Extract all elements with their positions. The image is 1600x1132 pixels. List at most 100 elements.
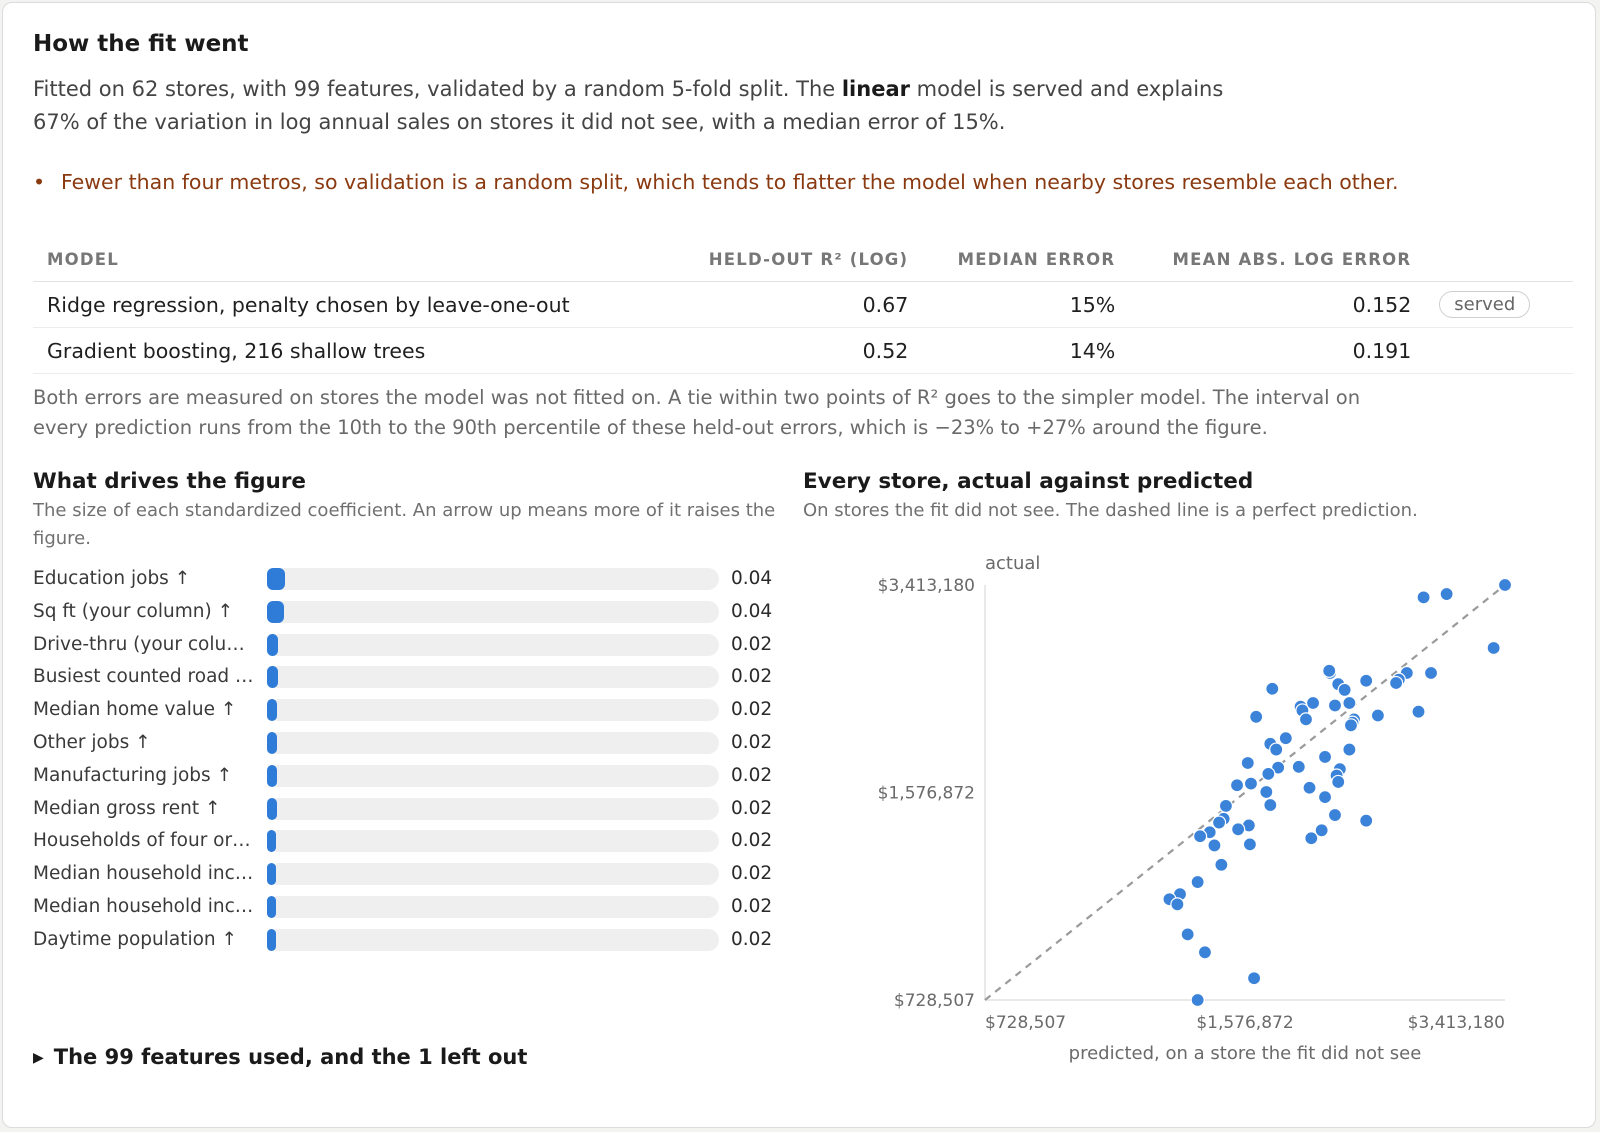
- summary-text-start: Fitted on 62 stores, with 99 features, v…: [33, 77, 842, 101]
- scatter-point: [1411, 704, 1426, 719]
- scatter-point: [1302, 780, 1317, 795]
- table-header-row: MODEL HELD-OUT R² (LOG) MEDIAN ERROR MEA…: [33, 237, 1573, 282]
- fit-report-content: How the fit went Fitted on 62 stores, wi…: [33, 27, 1573, 1064]
- scatter-point: [1291, 759, 1306, 774]
- coefficient-value: 0.02: [731, 895, 773, 917]
- scatter-point: [1259, 784, 1274, 800]
- coefficient-bar-fill: [267, 633, 278, 656]
- coefficient-row: Median household inc… 0.02: [33, 860, 778, 893]
- x-tick-label: $1,576,872: [1196, 1013, 1293, 1033]
- scatter-point: [1359, 813, 1374, 828]
- coefficient-bar-fill: [267, 699, 277, 722]
- coefficient-bar-fill: [267, 764, 277, 787]
- coefficient-value: 0.02: [731, 666, 773, 688]
- scatter-point: [1170, 897, 1185, 912]
- coefficient-bar-fill: [267, 666, 278, 689]
- coefficient-label: Households of four or …: [33, 830, 255, 852]
- coefficient-row: Households of four or … 0.02: [33, 827, 778, 860]
- warning-list: Fewer than four metros, so validation is…: [33, 167, 1573, 197]
- coefficient-bar-track: [267, 830, 719, 853]
- y-axis-label: actual: [985, 553, 1040, 574]
- scatter-point: [1249, 709, 1264, 724]
- coefficient-bar-track: [267, 797, 719, 820]
- scatter-point: [1304, 831, 1319, 846]
- coefficient-label: Median home value ↑: [33, 699, 237, 721]
- drivers-title: What drives the figure: [33, 469, 307, 494]
- coefficient-value: 0.02: [731, 928, 773, 950]
- scatter-point: [1192, 829, 1208, 844]
- features-details-toggle[interactable]: ▶ The 99 features used, and the 1 left ou…: [33, 1045, 527, 1069]
- coefficient-bar-track: [267, 764, 719, 787]
- x-axis-label: predicted, on a store the fit did not se…: [1069, 1043, 1422, 1064]
- coefficient-bar-track: [267, 633, 719, 656]
- coefficient-label: Median household inc…: [33, 863, 254, 885]
- x-tick-label: $3,413,180: [1408, 1013, 1505, 1033]
- scatter-point: [1423, 665, 1439, 681]
- scatter-point: [1246, 971, 1262, 986]
- coefficient-row: Education jobs ↑ 0.04: [33, 565, 778, 598]
- coefficient-value: 0.02: [731, 731, 773, 753]
- scatter-point: [1214, 857, 1229, 872]
- coefficient-list: Education jobs ↑ 0.04 Sq ft (your column) …: [33, 565, 778, 959]
- scatter-point: [1229, 778, 1245, 793]
- scatter-point: [1322, 663, 1337, 678]
- model-badge-cell: served: [1425, 281, 1573, 328]
- column-header-median-error: MEDIAN ERROR: [922, 237, 1130, 282]
- coefficient-label: Education jobs ↑: [33, 568, 191, 589]
- scatter-point: [1327, 807, 1343, 823]
- scatter-point: [1263, 797, 1278, 813]
- model-name: Ridge regression, penalty chosen by leav…: [33, 281, 657, 328]
- scatter-point: [1180, 927, 1195, 942]
- coefficient-bar-track: [267, 666, 719, 689]
- features-details-label: The 99 features used, and the 1 left out: [53, 1045, 528, 1069]
- scatter-point: [1271, 760, 1286, 775]
- scatter-point: [1317, 749, 1333, 765]
- column-header-r2: HELD-OUT R² (LOG): [656, 237, 923, 282]
- scatter-point: [1314, 823, 1329, 838]
- scatter-point: [1269, 742, 1284, 757]
- scatter-point: [1331, 774, 1346, 790]
- table-row: Ridge regression, penalty chosen by leav…: [33, 281, 1573, 328]
- coefficient-row: Median household inc… 0.02: [33, 893, 778, 926]
- coefficient-label: Drive-thru (your colu…: [33, 633, 245, 655]
- summary-text-end: model is served and explains 67% of the …: [33, 77, 1224, 134]
- served-model-kind: linear: [841, 77, 910, 101]
- scatter-point: [1416, 590, 1431, 605]
- scatter-chart: $728,507 $728,507 $1,576,872 $1,576,872 $3,4…: [878, 553, 1513, 1064]
- scatter-point: [1278, 731, 1293, 746]
- y-tick-label: $3,413,180: [878, 576, 975, 596]
- x-tick-label: $728,507: [985, 1013, 1066, 1033]
- validation-note: Both errors are measured on stores the m…: [33, 386, 1361, 439]
- scatter-point: [1190, 992, 1205, 1008]
- table-row: Gradient boosting, 216 shallow trees 0.5…: [33, 327, 1573, 374]
- y-tick-label: $728,507: [894, 991, 975, 1011]
- scatter-point: [1486, 640, 1501, 656]
- scatter-title: Every store, actual against predicted: [803, 469, 1254, 494]
- coefficient-label: Median household inc…: [33, 895, 254, 917]
- scatter-point: [1327, 698, 1343, 713]
- coefficient-bar-track: [267, 699, 719, 722]
- coefficient-label: Busiest counted road …: [33, 666, 254, 688]
- scatter-point: [1359, 673, 1374, 688]
- scatter-point: [1265, 681, 1280, 696]
- coefficient-row: Busiest counted road … 0.02: [33, 663, 778, 696]
- scatter-point: [1389, 675, 1404, 691]
- page-title: How the fit went: [33, 31, 249, 57]
- model-r2: 0.67: [656, 281, 923, 328]
- scatter-point: [1240, 755, 1255, 771]
- coefficient-row: Manufacturing jobs ↑ 0.02: [33, 762, 778, 795]
- coefficient-value: 0.02: [731, 863, 773, 885]
- coefficient-bar-fill: [267, 895, 276, 918]
- coefficient-row: Sq ft (your column) ↑ 0.04: [33, 598, 778, 631]
- scatter-point: [1342, 742, 1357, 757]
- scatter-point: [1207, 838, 1222, 853]
- column-header-model: MODEL: [33, 237, 657, 282]
- drivers-panel: What drives the figure The size of each …: [33, 467, 778, 951]
- coefficient-bar-fill: [267, 731, 277, 754]
- model-mae: 0.152: [1129, 281, 1426, 328]
- coefficient-bar-track: [267, 731, 719, 754]
- scatter-point: [1317, 790, 1333, 805]
- scatter-point: [1337, 682, 1352, 698]
- scatter-point: [1190, 874, 1205, 890]
